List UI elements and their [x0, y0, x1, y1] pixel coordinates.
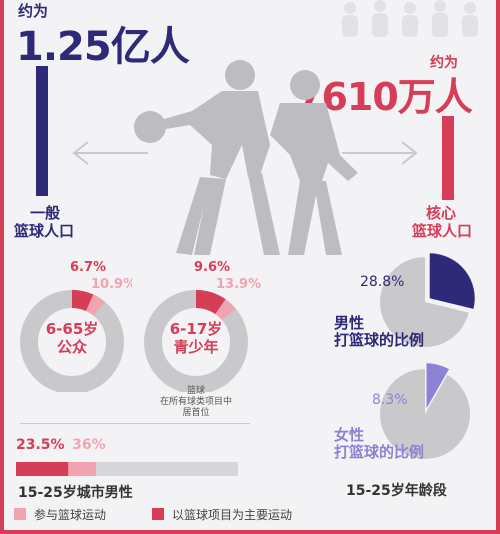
top-left-label-1: 一般 — [30, 204, 61, 222]
donut-public-arcs — [20, 290, 124, 392]
top-right-bar — [442, 116, 454, 200]
pie-female-slice-value — [426, 363, 449, 409]
bottom-border — [0, 530, 500, 534]
left-arrow-icon — [72, 141, 148, 165]
crowd-silhouette-icon — [342, 0, 478, 37]
donut-youth-value-participate: 13.9% — [216, 277, 261, 292]
pie-male-value: 28.8% — [360, 274, 404, 290]
pie-female-slice-rest — [380, 369, 470, 459]
top-left-label-2: 篮球人口 — [14, 222, 75, 240]
donut-public-label-2: 公众 — [57, 338, 87, 356]
right-border — [496, 0, 500, 534]
left-border — [0, 0, 4, 534]
top-left-value: 1.25亿人 — [16, 24, 190, 70]
top-right-label-2: 篮球人口 — [412, 222, 473, 240]
center-note-line-2: 在所有球类项目中 — [159, 397, 232, 407]
donut-public-value-participate: 10.9% — [91, 277, 132, 292]
donut-youth: 6-17岁 青少年 9.6% 13.9% — [144, 260, 261, 392]
donut-public-slice-primary — [72, 290, 94, 311]
top-left-bar — [36, 66, 48, 196]
donut-youth-slice-primary — [196, 290, 226, 314]
top-left-prefix: 约为 — [18, 2, 49, 20]
bar-participate-value: 36% — [72, 437, 106, 453]
donut-public: 6-65岁 公众 6.7% 10.9% — [20, 260, 132, 392]
donut-youth-arcs — [144, 290, 248, 392]
pie-male: 28.8% — [360, 253, 475, 347]
pie-male-slice-value — [429, 253, 475, 309]
donut-youth-label-1: 6-17岁 — [170, 320, 223, 338]
donut-public-value-primary: 6.7% — [70, 260, 106, 275]
right-arrow-icon — [342, 141, 418, 165]
pie-male-slice-rest — [380, 257, 469, 347]
center-note: 篮球 在所有球类项目中 居首位 — [150, 386, 242, 419]
bar-primary — [16, 462, 69, 476]
donut-youth-label-2: 青少年 — [173, 338, 218, 356]
bar-primary-value: 23.5% — [16, 437, 65, 453]
pie-female-value: 8.3% — [372, 392, 408, 408]
center-note-line-1: 篮球 — [186, 386, 205, 396]
legend-participate-swatch — [14, 508, 26, 520]
pie-female-label-1: 女性 — [334, 426, 365, 444]
pie-male-label-2: 打篮球的比例 — [334, 331, 425, 349]
pie-female: 8.3% — [372, 363, 470, 459]
pie-female-label-2: 打篮球的比例 — [334, 443, 425, 461]
basketball-players-icon — [134, 60, 358, 255]
bar-chart-bars — [16, 462, 238, 476]
pie-male-slices — [380, 253, 475, 347]
legend-primary-swatch — [152, 508, 164, 520]
pie-male-label-1: 男性 — [334, 314, 365, 332]
donut-public-label-1: 6-65岁 — [46, 320, 99, 338]
pie-female-slices — [380, 363, 470, 459]
center-note-line-3: 居首位 — [182, 408, 210, 418]
donut-youth-value-primary: 9.6% — [194, 260, 230, 275]
legend-participate-label: 参与篮球运动 — [34, 508, 107, 522]
top-right-prefix: 约为 — [430, 55, 458, 71]
legend-primary-label: 以篮球项目为主要运动 — [172, 508, 293, 522]
bar-chart-urban-male: 23.5% 36% — [16, 437, 238, 476]
bar-chart-top-line — [20, 423, 250, 424]
bottom-left-title: 15-25岁城市男性 — [18, 485, 133, 501]
top-right-label-1: 核心 — [426, 204, 457, 222]
bottom-right-title: 15-25岁年龄段 — [346, 483, 447, 499]
